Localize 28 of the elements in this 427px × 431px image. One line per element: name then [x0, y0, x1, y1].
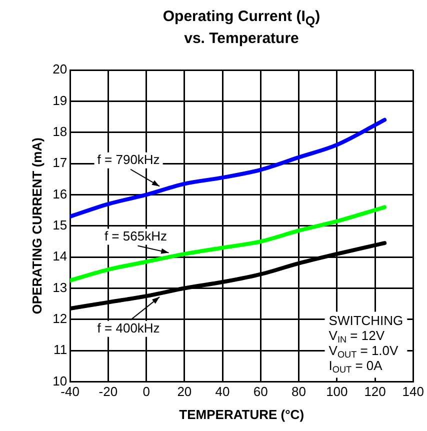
y-tick-label: 20	[52, 62, 68, 77]
x-axis-title: TEMPERATURE (°C)	[179, 406, 304, 422]
y-tick-label: 16	[52, 186, 68, 202]
line-series	[70, 118, 387, 219]
x-tick-label: 100	[326, 384, 348, 400]
y-tick-label: 18	[52, 124, 68, 139]
y-tick-label: 12	[52, 311, 68, 326]
y-tick-label: 13	[52, 280, 68, 295]
series-label: f = 565kHz	[104, 228, 167, 244]
x-tick-label: 20	[177, 384, 192, 400]
x-tick-label: 120	[364, 384, 386, 400]
y-tick-label: 14	[52, 248, 68, 264]
y-tick-label: 11	[54, 342, 68, 358]
x-tick-label: 80	[292, 384, 306, 400]
legend-label: f = 400kHz	[97, 320, 160, 336]
x-tick-label: 60	[253, 384, 268, 400]
x-tick-label: 140	[402, 384, 424, 400]
x-tick-label: -20	[98, 384, 118, 400]
line-series	[70, 205, 387, 282]
y-tick-label: 19	[52, 92, 68, 108]
chart-title: Operating Current (I$_{Q}$) vs. Temperature	[162, 8, 322, 48]
x-tick-label: 0	[142, 384, 150, 400]
annotation: SWITCHING	[328, 312, 404, 328]
y-axis-title: OPERATING CURRENT (mA)	[29, 138, 44, 314]
series-label: f = 790kHz	[97, 152, 160, 167]
y-tick-label: 17	[52, 155, 68, 170]
y-tick-label: 15	[52, 217, 68, 232]
x-tick-label: 40	[215, 384, 230, 400]
